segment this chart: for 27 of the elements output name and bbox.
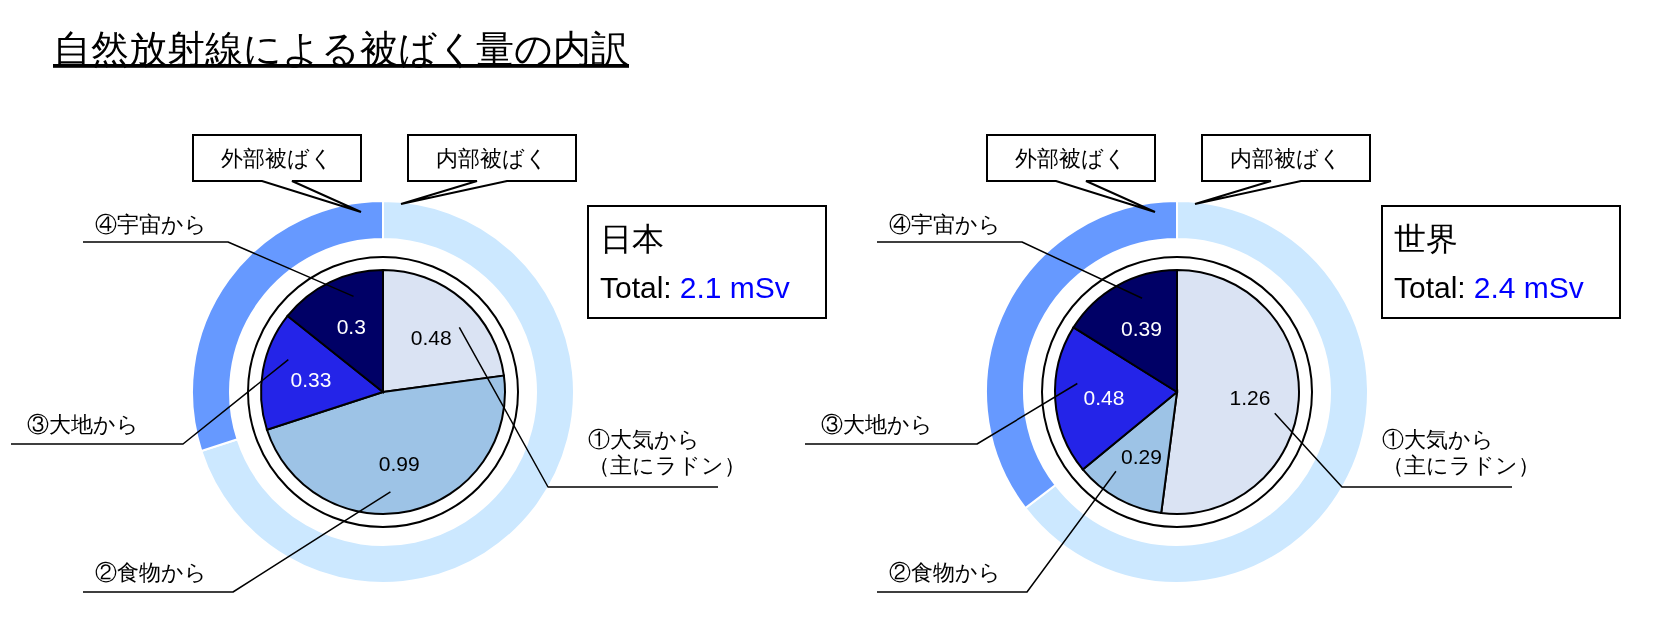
slice-label: 外部被ばく	[221, 146, 333, 171]
slice-label: ①大気から（主にラドン）	[1382, 427, 1540, 479]
data-label: 0.99	[378, 452, 420, 476]
slice-label: ④宇宙から	[95, 212, 207, 237]
slice-label: ③大地から	[27, 412, 139, 437]
data-label: 0.29	[1121, 445, 1162, 469]
text: 2.1 mSv	[679, 271, 790, 304]
slice-label: ②食物から	[889, 560, 1001, 585]
slice-label: ④宇宙から	[889, 212, 1001, 237]
data-label: 0.48	[1083, 385, 1125, 409]
chart-subtitle: 日本	[600, 221, 664, 257]
slice-label: ②食物から	[95, 560, 207, 585]
slice-label: 内部被ばく	[436, 146, 548, 171]
text: 2.4 mSv	[1473, 271, 1584, 304]
data-label: 0.39	[1121, 316, 1162, 340]
data-label: 1.26	[1229, 385, 1271, 409]
data-label: 0.3	[336, 315, 366, 339]
chart-subtitle: 世界	[1394, 221, 1458, 257]
slice-label: 外部被ばく	[1015, 146, 1127, 171]
slice-label: 内部被ばく	[1230, 146, 1342, 171]
data-label: 0.33	[290, 367, 332, 391]
slice-label: ③大地から	[821, 412, 933, 437]
data-label: 0.48	[410, 325, 452, 349]
slice-label: ①大気から（主にラドン）	[588, 427, 746, 479]
text: Total:	[600, 271, 672, 304]
chart-title: 自然放射線による被ばく量の内訳	[53, 28, 629, 70]
text: Total:	[1394, 271, 1466, 304]
